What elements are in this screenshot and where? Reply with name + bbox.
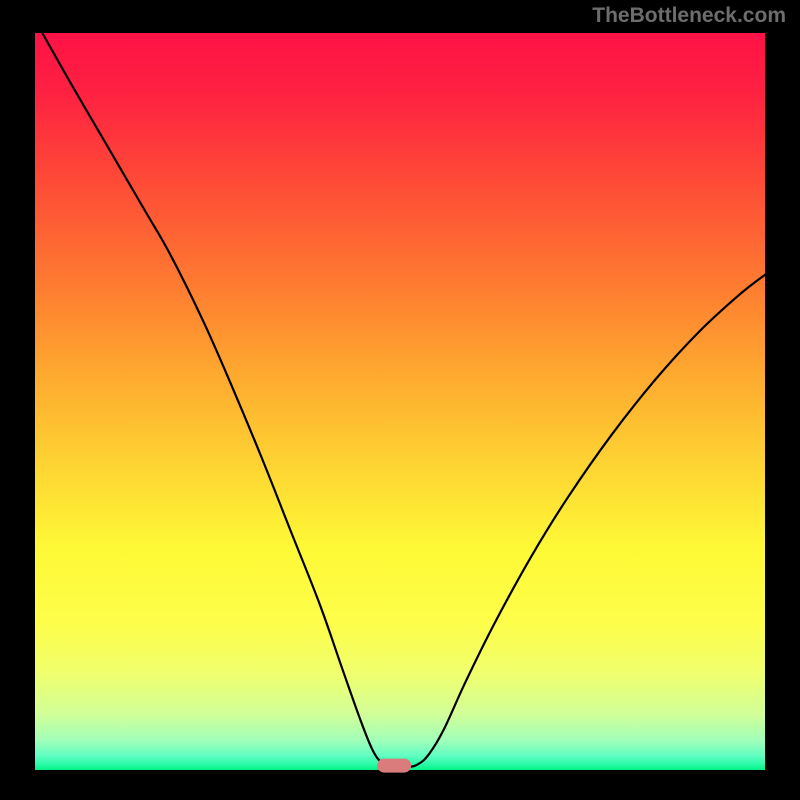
chart-frame: TheBottleneck.com xyxy=(0,0,800,800)
watermark-text: TheBottleneck.com xyxy=(592,4,786,28)
optimum-marker xyxy=(377,759,411,773)
chart-svg xyxy=(0,0,800,800)
plot-area xyxy=(35,33,765,770)
